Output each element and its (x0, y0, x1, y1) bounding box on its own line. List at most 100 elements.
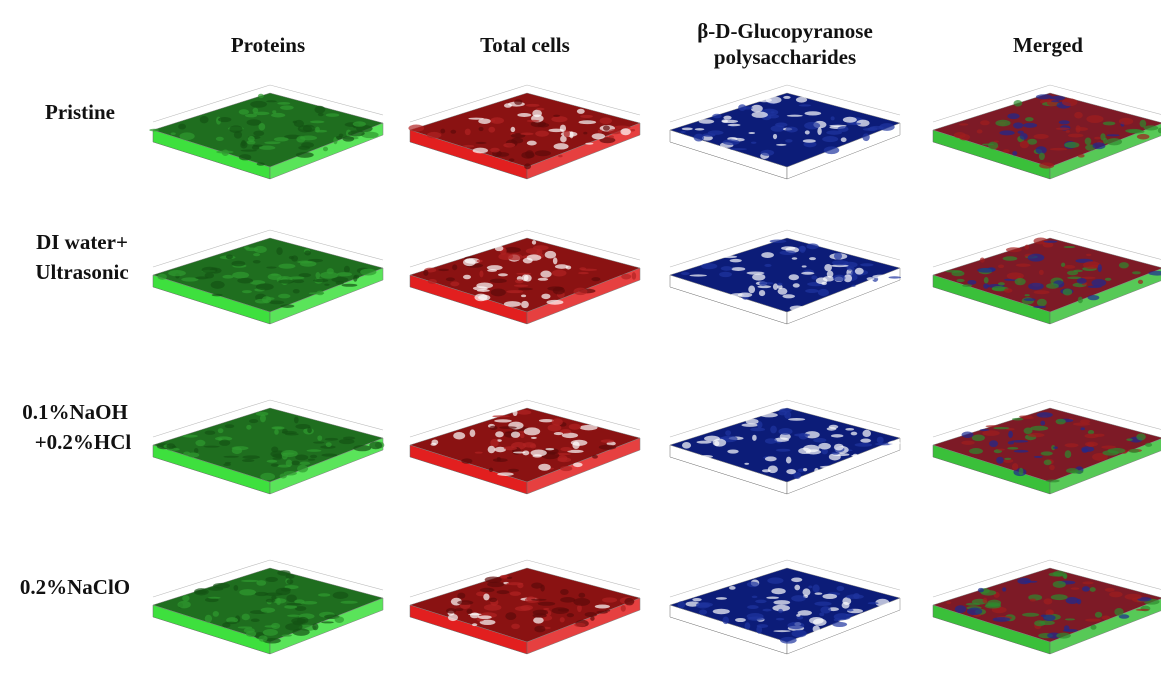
texture (553, 257, 558, 264)
column-header: Proteins (231, 33, 305, 57)
texture (1034, 290, 1050, 294)
texture (271, 113, 285, 118)
texture (241, 580, 259, 582)
texture (1013, 122, 1023, 128)
texture (1090, 625, 1096, 630)
texture (518, 288, 533, 290)
texture (524, 163, 531, 169)
texture (205, 615, 212, 623)
texture (1126, 438, 1132, 441)
texture (713, 609, 730, 614)
texture (1068, 134, 1084, 138)
texture (803, 468, 807, 471)
texture (310, 455, 317, 459)
texture (250, 101, 267, 108)
texture (560, 589, 569, 595)
texture (716, 597, 727, 600)
texture (463, 145, 475, 148)
texture (551, 116, 567, 122)
texture (308, 459, 315, 461)
texture (712, 114, 722, 119)
texture (967, 280, 976, 285)
texture (580, 115, 593, 118)
texture (266, 267, 276, 269)
texture (218, 428, 224, 433)
texture (1140, 120, 1147, 128)
texture (1028, 254, 1045, 262)
texture (265, 625, 277, 627)
texture (532, 240, 536, 244)
texture (806, 243, 818, 249)
texture (744, 463, 749, 465)
texture (952, 271, 965, 277)
texture (994, 140, 999, 142)
texture (463, 258, 476, 266)
texture (514, 284, 528, 286)
texture (251, 618, 260, 622)
texture (457, 600, 473, 605)
texture (801, 272, 814, 275)
texture (956, 279, 964, 282)
texture (818, 289, 829, 296)
texture (757, 624, 769, 628)
texture (794, 433, 810, 436)
texture (478, 295, 490, 301)
texture (1007, 113, 1019, 119)
texture (859, 141, 866, 143)
texture (1053, 446, 1058, 449)
texture (967, 608, 982, 616)
texture (1086, 254, 1091, 256)
texture (978, 588, 984, 593)
texture (526, 104, 540, 107)
texture (264, 141, 280, 144)
texture (1025, 294, 1030, 296)
texture (325, 438, 339, 441)
texture (1043, 240, 1057, 242)
texture (566, 266, 572, 270)
texture (834, 253, 842, 260)
texture (813, 438, 826, 443)
texture (689, 274, 707, 276)
texture (507, 253, 522, 260)
texture (1095, 612, 1102, 618)
texture (785, 127, 797, 133)
texture (256, 283, 274, 290)
texture (479, 270, 483, 277)
texture (776, 449, 790, 452)
texture (470, 429, 476, 437)
texture (776, 144, 787, 146)
texture (609, 135, 614, 138)
texture (822, 594, 837, 599)
texture (1145, 443, 1152, 447)
texture (438, 269, 449, 272)
texture (862, 430, 871, 437)
texture (453, 432, 465, 439)
texture (630, 129, 635, 131)
texture (1137, 134, 1150, 140)
texture (993, 617, 1011, 622)
texture (752, 596, 758, 599)
texture (541, 294, 550, 299)
texture (489, 426, 497, 430)
texture (870, 126, 884, 130)
texture (1066, 130, 1070, 133)
texture (526, 248, 541, 254)
texture (1002, 587, 1006, 591)
texture (1020, 133, 1028, 140)
texture (699, 119, 714, 124)
texture (467, 609, 473, 614)
texture (572, 441, 579, 449)
row-label: +0.2%HCl (35, 430, 132, 454)
texture (533, 617, 544, 624)
texture (1013, 100, 1022, 107)
texture (1086, 115, 1103, 123)
texture (1076, 125, 1081, 133)
texture (516, 273, 531, 275)
texture (495, 431, 504, 437)
texture (285, 623, 302, 631)
texture (554, 432, 563, 435)
row-label: DI water+ (36, 230, 128, 254)
texture (773, 600, 790, 605)
texture (232, 447, 242, 454)
texture (813, 626, 820, 633)
